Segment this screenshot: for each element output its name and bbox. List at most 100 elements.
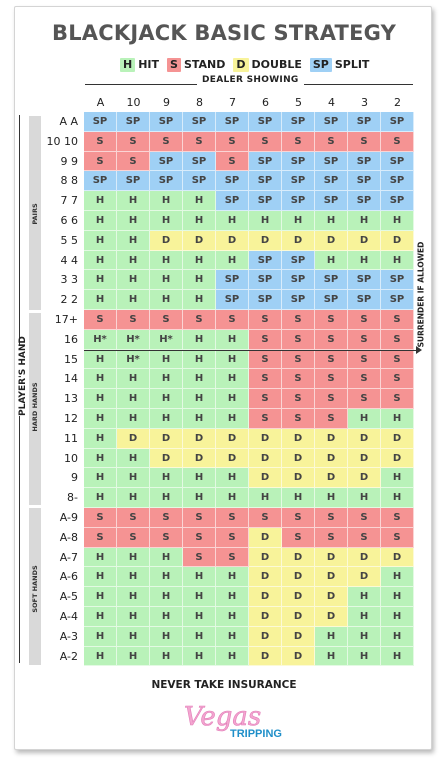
strategy-cell: SP (282, 250, 315, 271)
strategy-cell: H (117, 448, 150, 469)
strategy-cell: D (315, 468, 348, 489)
strategy-cell: S (381, 508, 414, 528)
player-hand-label-cell: 11 (64, 431, 78, 445)
strategy-cell: H (84, 270, 117, 291)
strategy-cell: S (249, 389, 282, 409)
legend-split-label: SPLIT (334, 58, 370, 71)
strategy-cell: H (84, 547, 117, 568)
strategy-cell: SP (216, 191, 249, 211)
strategy-cell: SP (348, 112, 381, 132)
strategy-cell: SP (216, 112, 249, 132)
page-title: BLACKJACK BASIC STRATEGY (52, 21, 396, 45)
strategy-cell: D (249, 567, 282, 588)
player-hand-label-cell: 8- (67, 491, 78, 505)
strategy-cell: H (150, 409, 183, 429)
strategy-cell: S (249, 508, 282, 528)
strategy-cell: H (150, 567, 183, 588)
strategy-row: H H H H SP SP SP SP SP SP (84, 290, 414, 310)
player-hand-label-cell: A-7 (59, 550, 78, 564)
strategy-cell: H (84, 369, 117, 390)
strategy-cell: SP (282, 112, 315, 132)
strategy-cell: SP (117, 112, 150, 132)
strategy-cell: D (315, 607, 348, 627)
strategy-cell: S (381, 349, 414, 370)
strategy-cell: S (117, 508, 150, 528)
strategy-cell: H (381, 409, 414, 429)
player-hand-label-cell: A-5 (59, 590, 78, 604)
strategy-cell: SP (282, 191, 315, 211)
strategy-cell: H (150, 389, 183, 409)
strategy-cell: S (282, 329, 315, 350)
dealer-showing-label: DEALER SHOWING (197, 75, 304, 85)
strategy-cell: D (282, 230, 315, 251)
strategy-cell: H (117, 369, 150, 390)
strategy-cell: H (84, 211, 117, 231)
strategy-cell: SP (282, 270, 315, 291)
strategy-cell: SP (282, 171, 315, 192)
strategy-cell: D (348, 230, 381, 251)
strategy-cell: S (84, 310, 117, 330)
strategy-cell: SP (249, 270, 282, 291)
strategy-cell: D (315, 230, 348, 251)
strategy-cell: SP (249, 191, 282, 211)
strategy-cell: H (381, 250, 414, 271)
dealer-card-header: 2 (394, 96, 401, 109)
legend-hit-label: HIT (138, 58, 160, 71)
strategy-cell: S (348, 389, 381, 409)
strategy-cell: H (84, 290, 117, 310)
logo-tripping-text: TRIPPING (230, 728, 282, 740)
strategy-cell: S (315, 131, 348, 152)
strategy-cell: S (216, 508, 249, 528)
strategy-cell: SP (381, 270, 414, 291)
player-hand-label-cell: 8 8 (60, 174, 79, 188)
strategy-cell: SP (381, 191, 414, 211)
strategy-cell: S (150, 131, 183, 152)
strategy-cell: H (348, 250, 381, 271)
strategy-cell: D (216, 230, 249, 251)
strategy-cell: S (216, 527, 249, 548)
strategy-cell: S (183, 310, 216, 330)
strategy-cell: H (183, 250, 216, 271)
strategy-cell: H (282, 488, 315, 508)
strategy-cell: SP (381, 151, 414, 172)
strategy-cell: D (315, 587, 348, 607)
strategy-cell: D (150, 428, 183, 449)
strategy-cell: SP (183, 171, 216, 192)
strategy-cell: H (216, 389, 249, 409)
strategy-cell: H (348, 646, 381, 667)
strategy-cell: H (348, 211, 381, 231)
strategy-cell: D (249, 547, 282, 568)
strategy-cell: S (282, 369, 315, 390)
strategy-cell: D (282, 626, 315, 647)
strategy-cell: D (348, 547, 381, 568)
strategy-cell: D (216, 448, 249, 469)
strategy-row: SP SP SP SP SP SP SP SP SP SP (84, 171, 414, 192)
strategy-cell: H (117, 626, 150, 647)
strategy-cell: S (315, 349, 348, 370)
strategy-cell: H (315, 626, 348, 647)
hard-section-label: HARD HANDS (31, 382, 39, 432)
strategy-row: SP SP SP SP SP SP SP SP SP SP (84, 112, 414, 132)
strategy-cell: H (183, 211, 216, 231)
strategy-cell: D (183, 230, 216, 251)
strategy-cell: S (315, 527, 348, 548)
strategy-cell: H (315, 646, 348, 667)
strategy-cell: S (216, 151, 249, 172)
strategy-cell: H (183, 607, 216, 627)
dealer-card-header: 7 (229, 96, 236, 109)
player-hand-label-cell: 12 (64, 412, 78, 425)
strategy-cell: H (216, 626, 249, 647)
strategy-cell: S (348, 349, 381, 370)
strategy-cell: S (282, 310, 315, 330)
strategy-cell: H* (150, 329, 183, 350)
strategy-cell: S (249, 369, 282, 390)
strategy-cell: H (216, 607, 249, 627)
strategy-cell: SP (150, 151, 183, 172)
strategy-cell: S (348, 527, 381, 548)
strategy-cell: S (183, 527, 216, 548)
